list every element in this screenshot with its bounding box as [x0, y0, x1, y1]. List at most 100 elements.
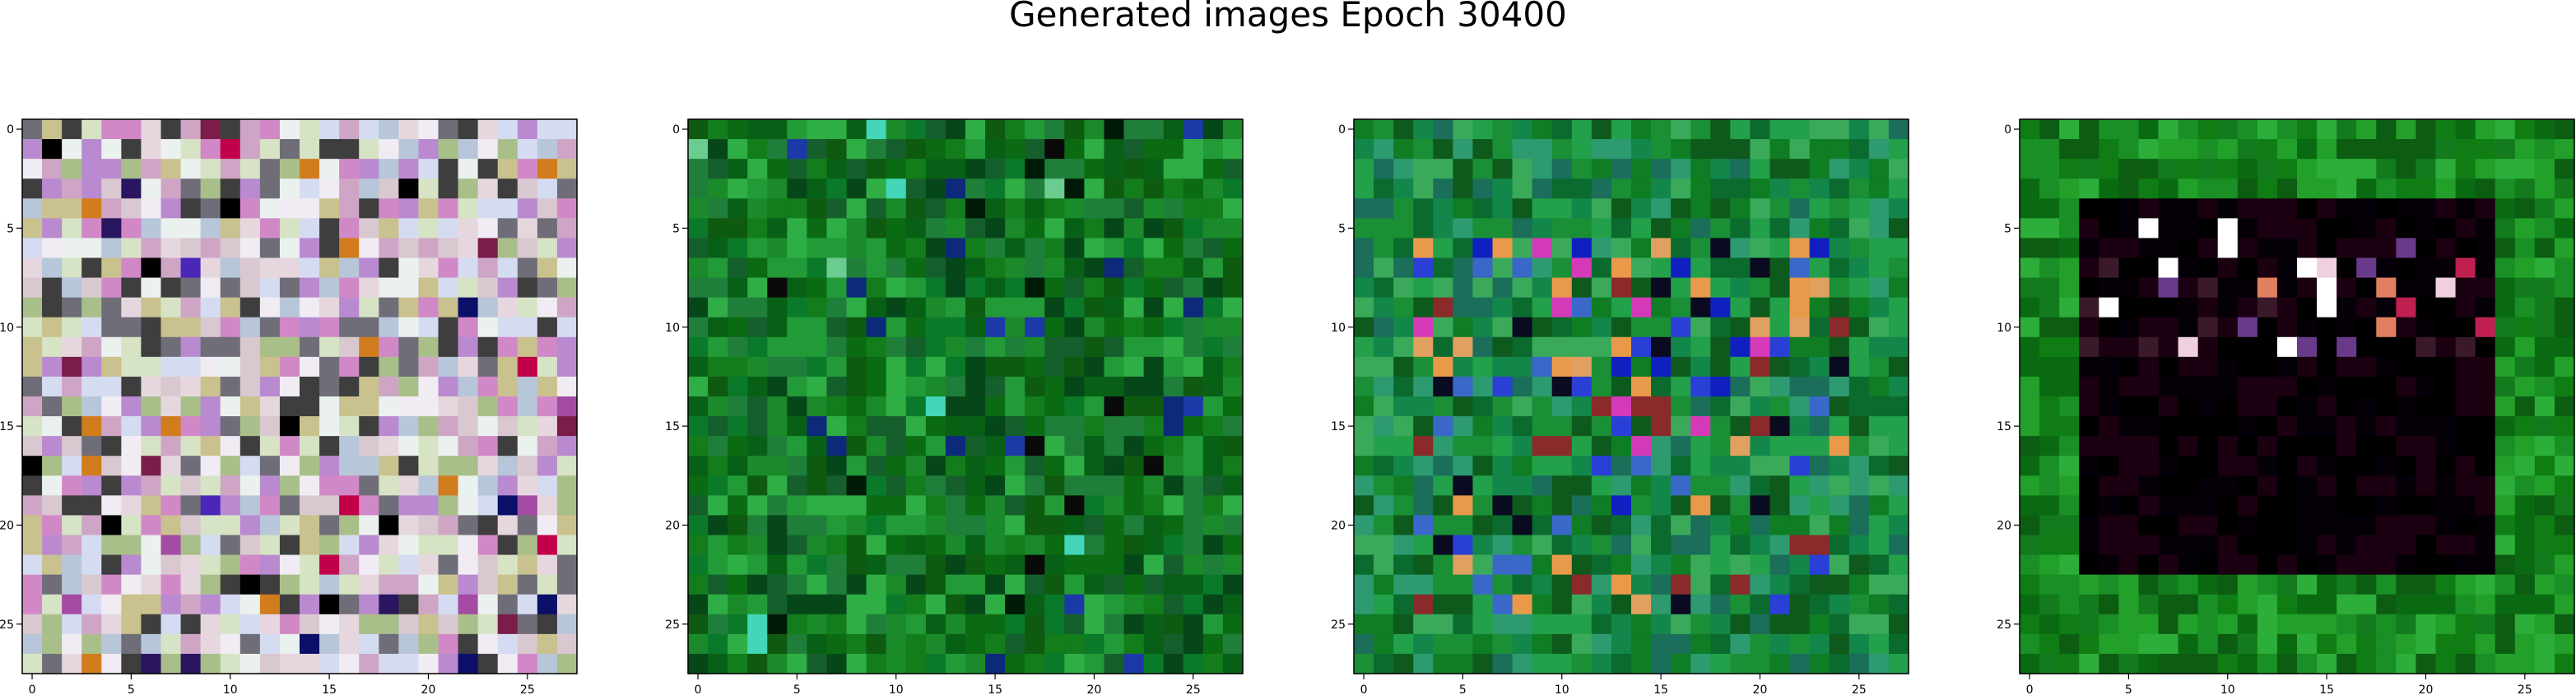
pixel-cell — [1374, 119, 1394, 140]
pixel-cell — [379, 495, 399, 517]
pixel-cell — [2317, 159, 2337, 179]
pixel-cell — [2099, 317, 2119, 338]
pixel-cell — [2276, 336, 2298, 358]
pixel-cell — [1453, 475, 1474, 496]
pixel-cell — [807, 218, 828, 239]
pixel-cell — [2396, 277, 2417, 299]
axes-frame — [1353, 118, 1909, 674]
pixel-cell — [1789, 119, 1811, 140]
pixel-cell — [945, 356, 966, 378]
pixel-cell — [1532, 277, 1553, 299]
pixel-cell — [708, 119, 728, 140]
pixel-cell — [2396, 257, 2417, 279]
pixel-cell — [517, 416, 538, 437]
pixel-cell — [2197, 277, 2219, 299]
pixel-cell — [339, 475, 360, 496]
pixel-cell — [1848, 238, 1870, 259]
pixel-cell — [688, 336, 709, 358]
pixel-cell — [985, 356, 1006, 378]
pixel-cell — [2376, 515, 2397, 536]
pixel-cell — [1809, 554, 1830, 576]
pixel-cell — [1631, 475, 1652, 496]
pixel-cell — [1222, 594, 1244, 615]
pixel-cell — [2237, 614, 2258, 635]
pixel-cell — [62, 257, 82, 279]
pixel-cell — [1551, 277, 1573, 299]
pixel-cell — [2534, 594, 2555, 615]
pixel-cell — [2356, 198, 2377, 219]
pixel-cell — [1202, 218, 1224, 239]
pixel-cell — [2534, 376, 2555, 397]
pixel-cell — [1809, 297, 1830, 318]
pixel-cell — [1888, 396, 1909, 417]
y-tick-label: 15 — [1331, 420, 1346, 433]
pixel-cell — [22, 495, 43, 517]
pixel-cell — [180, 416, 202, 437]
pixel-cell — [42, 653, 63, 674]
pixel-cell — [22, 257, 43, 279]
pixel-cell — [1354, 218, 1374, 239]
pixel-cell — [826, 238, 848, 259]
pixel-cell — [2020, 633, 2040, 655]
pixel-cell — [1183, 178, 1204, 199]
pixel-cell — [438, 376, 459, 397]
pixel-cell — [398, 456, 420, 476]
pixel-cell — [1354, 456, 1374, 476]
pixel-cell — [1492, 574, 1514, 595]
pixel-cell — [121, 554, 142, 576]
pixel-cell — [2039, 238, 2060, 259]
pixel-cell — [2118, 515, 2140, 536]
pixel-cell — [359, 535, 379, 556]
pixel-cell — [2376, 436, 2397, 456]
pixel-cell — [220, 416, 241, 437]
pixel-cell — [1433, 456, 1453, 476]
pixel-cell — [787, 614, 808, 635]
pixel-cell — [477, 257, 499, 279]
pixel-cell — [1868, 119, 1890, 140]
y-tick-label: 0 — [7, 123, 14, 137]
pixel-cell — [1512, 594, 1533, 615]
pixel-cell — [1222, 515, 1244, 536]
pixel-cell — [1374, 633, 1394, 655]
pixel-cell — [62, 317, 82, 338]
pixel-cell — [2416, 475, 2437, 496]
pixel-cell — [2455, 574, 2476, 595]
pixel-cell — [1551, 456, 1573, 476]
pixel-cell — [359, 594, 379, 615]
pixel-cell — [458, 614, 479, 635]
pixel-cell — [1472, 416, 1494, 437]
pixel-cell — [239, 198, 261, 219]
pixel-cell — [1671, 535, 1691, 556]
pixel-cell — [398, 574, 420, 595]
pixel-cell — [200, 356, 221, 378]
pixel-cell — [101, 614, 122, 635]
pixel-cell — [319, 594, 340, 615]
pixel-cell — [1551, 614, 1573, 635]
pixel-cell — [985, 317, 1006, 338]
pixel-cell — [2554, 574, 2575, 595]
pixel-cell — [925, 218, 946, 239]
pixel-cell — [1222, 317, 1244, 338]
pixel-cell — [1354, 554, 1374, 576]
pixel-cell — [1868, 336, 1890, 358]
pixel-cell — [1492, 535, 1514, 556]
pixel-cell — [2534, 159, 2555, 179]
pixel-cell — [2197, 653, 2219, 674]
pixel-cell — [1730, 119, 1751, 140]
pixel-cell — [2079, 436, 2099, 456]
pixel-cell — [1143, 515, 1165, 536]
pixel-cell — [826, 535, 848, 556]
pixel-cell — [2197, 515, 2219, 536]
pixel-cell — [1025, 495, 1045, 517]
pixel-cell — [2276, 297, 2298, 318]
pixel-cell — [688, 376, 709, 397]
pixel-cell — [279, 159, 300, 179]
pixel-cell — [1888, 515, 1909, 536]
pixel-cell — [2514, 297, 2536, 318]
pixel-cell — [925, 396, 946, 417]
pixel-cell — [2534, 614, 2555, 635]
pixel-cell — [1690, 574, 1711, 595]
pixel-cell — [905, 416, 927, 437]
pixel-cell — [2495, 119, 2516, 140]
